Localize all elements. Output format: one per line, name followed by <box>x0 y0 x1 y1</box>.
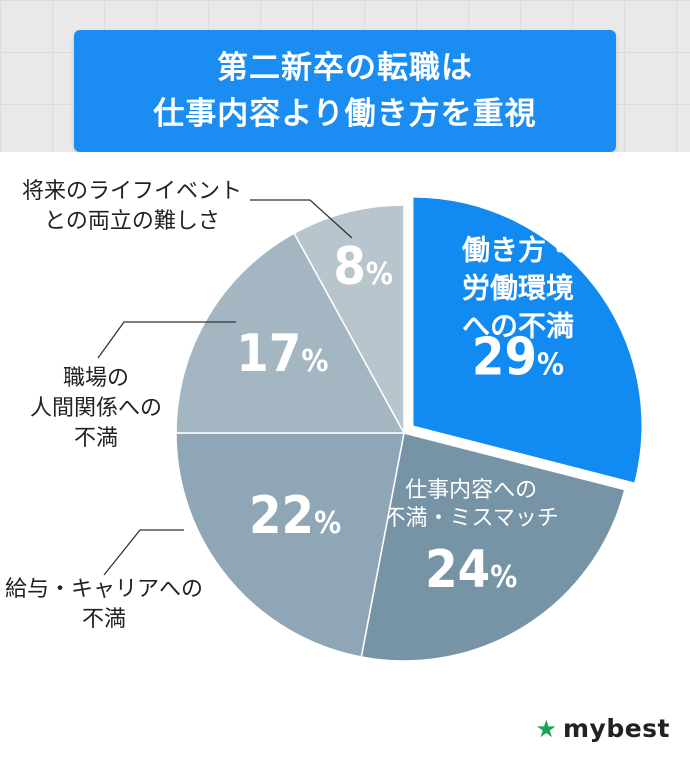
slice-category-label: 将来のライフイベントとの両立の難しさ <box>22 179 242 234</box>
slice-category-label: 職場の人間関係への不満 <box>30 366 162 451</box>
brand-logo: ★ mybest <box>535 716 670 742</box>
slice-category-label: 働き方・労働環境への不満 <box>461 234 574 343</box>
leader-line <box>104 530 184 575</box>
slice-category-label: 給与・キャリアへの不満 <box>5 577 203 632</box>
brand-name: mybest <box>563 716 670 742</box>
star-icon: ★ <box>535 716 557 742</box>
pie-chart: 29%働き方・労働環境への不満24%仕事内容への不満・ミスマッチ22%給与・キャ… <box>0 0 690 697</box>
